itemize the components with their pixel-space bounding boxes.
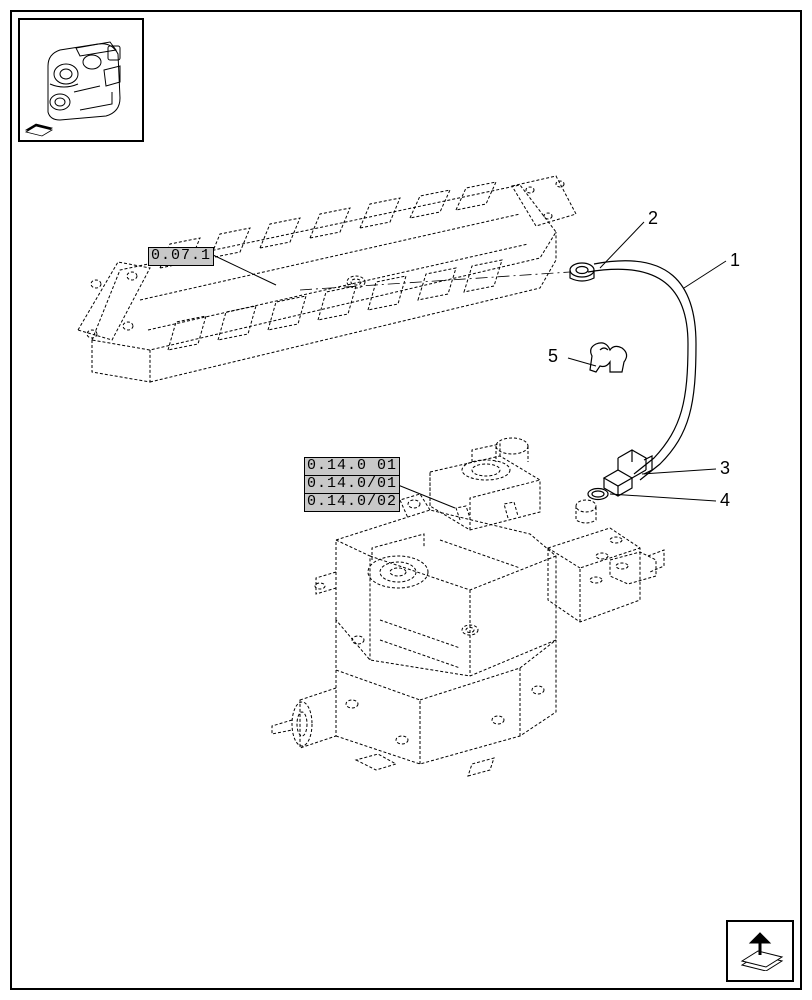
callout-3: 3 [720, 458, 730, 479]
callout-5: 5 [548, 346, 558, 367]
page-up-arrow-icon [736, 931, 784, 971]
exploded-diagram [0, 0, 812, 1000]
callout-1: 1 [730, 250, 740, 271]
page: 0.07.1 0.14.0 01 0.14.0/01 0.14.0/02 1 2… [0, 0, 812, 1000]
o-ring-item-4 [588, 489, 608, 500]
ref-label-0-14-0-01a: 0.14.0 01 [304, 457, 400, 476]
leader-lines [213, 222, 726, 508]
callout-2: 2 [648, 208, 658, 229]
ref-label-0-14-0-02: 0.14.0/02 [304, 493, 400, 512]
connector-item-3 [604, 450, 652, 496]
callout-4: 4 [720, 490, 730, 511]
clip-item-5 [590, 343, 627, 372]
intake-manifold [78, 176, 576, 382]
assembly-centerline [300, 272, 570, 290]
ref-label-0-14-0-01b: 0.14.0/01 [304, 475, 400, 494]
pipe-item-1 [588, 261, 696, 480]
nav-corner-icon[interactable] [726, 920, 794, 982]
ref-label-0-07-1: 0.07.1 [148, 247, 214, 266]
